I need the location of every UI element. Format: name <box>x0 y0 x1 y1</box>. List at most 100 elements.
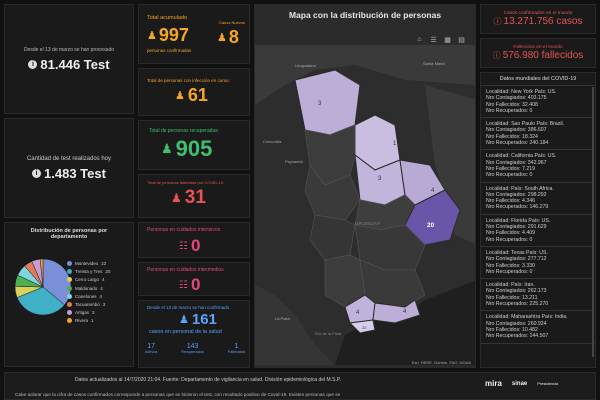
health-recovered-label: Recuperados <box>181 350 204 354</box>
legend-label: Cerro Largo <box>75 277 100 283</box>
legend-button[interactable]: ▤ <box>458 36 465 44</box>
info-icon: i <box>32 168 42 178</box>
deceased-card: Total de personas fallecidas por COVID-1… <box>138 174 250 218</box>
home-button[interactable]: ⌂ <box>417 36 422 43</box>
record-loc: Localidad: Texas País: US. <box>486 249 548 256</box>
world-cases-label: Casos confirmados en el mundo <box>503 11 573 16</box>
map-title: Mapa con la distribución de personas <box>288 10 442 20</box>
map-place-la-plata: La Plata <box>275 316 290 321</box>
world-list-card[interactable]: Datos mundiales del COVID-19 Localidad: … <box>480 72 596 368</box>
distribution-legend: Montevideo 22 Treinta y Tres 20 Cerro Largo 4… <box>67 261 133 327</box>
active-value: 61 <box>187 85 208 105</box>
legend-label: Canelones <box>75 293 97 299</box>
person-icon: ♟ <box>171 191 182 205</box>
legend-item: Maldonado 4 <box>67 285 133 291</box>
basemap-button[interactable]: ▦ <box>444 36 451 44</box>
world-list-title: Datos mundiales del COVID-19 <box>481 73 595 86</box>
world-record-item[interactable]: Localidad: Florida País: US. Nro Contagia… <box>481 215 595 247</box>
legend-label: Maldonado <box>75 285 98 291</box>
world-records-list[interactable]: Localidad: New York País: US. Nro Contagi… <box>481 86 595 344</box>
layers-button[interactable]: ☰ <box>430 36 437 44</box>
tests-today-card: Cantidad de test realizados hoy i 1.483 … <box>4 118 134 218</box>
legend-item: Tacuarembó 3 <box>67 301 133 307</box>
active-label: Total de personas con infección en curso… <box>147 78 230 83</box>
world-cases-card: Casos confirmados en el mundo ⓘ 13.271.7… <box>480 4 596 34</box>
world-record-item[interactable]: Localidad: New York País: US. Nro Contagi… <box>481 86 595 119</box>
map-place-uruguaiana: Uruguaiana <box>295 63 316 68</box>
legend-label: Artigas <box>75 310 90 316</box>
record-loc: Localidad: California País: US. <box>486 153 557 160</box>
map-label-maldonado: 4 <box>403 309 407 315</box>
legend-value: 20 <box>105 269 111 275</box>
map-place-uruguay: URUGUAY <box>355 221 381 226</box>
uruguay-map[interactable]: 3 1 3 4 20 4 4 22 Uruguaiana Santa Maria… <box>255 45 476 365</box>
deceased-value: 31 <box>184 187 206 208</box>
icu-label: Personas en cuidados intensivos <box>147 227 221 233</box>
legend-label: Tacuarembó <box>75 301 100 307</box>
map-label-treinta-y-tres: 20 <box>427 222 435 229</box>
record-f: Nro Fallecidos: 4.409 <box>486 230 536 237</box>
legend-swatch <box>67 318 72 324</box>
distribution-card: Distribución de personas por departament… <box>4 222 134 367</box>
icu-card: Personas en cuidados intensivos ☷ 0 <box>138 222 250 258</box>
record-r: Nro Recuperados: 240.184 <box>486 140 549 147</box>
legend-item: Montevideo 22 <box>67 261 133 266</box>
tests-since-card: Desde el 13 de marzo se han procesado i … <box>4 4 134 114</box>
record-f: Nro Fallecidos: 13.211 <box>486 294 538 301</box>
scrollbar[interactable] <box>592 87 594 357</box>
tests-today-value: 1.483 Test <box>44 165 106 181</box>
health-active-label: Activos <box>145 350 158 354</box>
legend-swatch <box>67 293 72 299</box>
map-place-concordia: Concordia <box>263 139 282 144</box>
active-card: Total de personas con infección en curso… <box>138 68 250 116</box>
world-record-item[interactable]: Localidad: California País: US. Nro Conta… <box>481 150 595 183</box>
recovered-value: 905 <box>175 136 213 161</box>
world-record-item[interactable]: Localidad: País: Iran. Nro Contagiados: 2… <box>481 279 595 312</box>
deceased-label: Total de personas fallecidas por COVID-1… <box>147 180 224 185</box>
legend-item: Rivera 1 <box>67 318 133 324</box>
pie-slice <box>42 258 72 306</box>
health-staff-label: Desde el 13 de marzo se han confirmado <box>147 305 230 310</box>
cumulative-sub: personas confirmadas <box>147 48 192 53</box>
record-c: Nro Contagiados: 342.967 <box>486 159 547 166</box>
world-record-item[interactable]: Localidad: País: South Africa. Nro Contag… <box>481 183 595 215</box>
record-f: Nro Fallecidos: 32.408 <box>486 101 538 108</box>
legend-value: 3 <box>92 310 95 316</box>
icu-value: 0 <box>190 236 201 255</box>
health-active-stat: 17 Activos <box>145 343 157 354</box>
record-c: Nro Contagiados: 277.712 <box>486 256 547 263</box>
footer-updated: Datos actualizados al 14/7/2020 21:04. F… <box>75 377 341 383</box>
map-label-tacuarembo: 3 <box>378 176 382 182</box>
world-record-item[interactable]: Localidad: Sao Paulo País: Brazil. Nro Co… <box>481 118 595 151</box>
world-record-item[interactable]: Localidad: Texas País: US. Nro Contagiado… <box>481 247 595 280</box>
cumulative-card: Total acumulado ♟ 997 personas confirmad… <box>138 4 250 64</box>
record-r: Nro Recuperados: 0 <box>486 107 533 114</box>
map-label-artigas: 3 <box>318 101 322 107</box>
health-recovered-value: 143 <box>186 343 199 350</box>
record-c: Nro Contagiados: 298.292 <box>486 191 547 198</box>
map-place-paysandu: Paysandú <box>285 159 303 164</box>
record-r: Nro Recuperados: 0 <box>486 236 533 243</box>
health-deceased-value: 1 <box>234 343 239 350</box>
bed-icon: ☷ <box>179 240 188 252</box>
record-f: Nro Fallecidos: 10.482 <box>486 326 538 333</box>
intermediate-value: 0 <box>190 275 201 294</box>
record-c: Nro Contagiados: 260.924 <box>486 320 547 327</box>
map-place-rio-de-la-plata: Río de la Plata <box>315 331 342 336</box>
tests-since-value: 81.446 Test <box>40 56 110 72</box>
tests-today-label: Cantidad de test realizados hoy <box>26 155 112 162</box>
health-deceased-stat: 1 Fallecidos <box>228 343 245 354</box>
health-deceased-label: Fallecidos <box>227 350 245 354</box>
legend-label: Treinta y Tres <box>75 269 103 275</box>
info-icon: i <box>28 59 38 69</box>
map-label-canelones: 4 <box>356 310 360 316</box>
map-attribution: Esri, HERE, Garmin, FAO, NOAA <box>411 360 471 365</box>
world-record-item[interactable]: Localidad: Maharashtra País: India. Nro C… <box>481 311 595 344</box>
world-deaths-label: Fallecidos en el mundo <box>513 45 563 50</box>
info-icon: ⓘ <box>492 51 501 60</box>
record-f: Nro Fallecidos: 18.324 <box>486 133 538 140</box>
legend-value: 4 <box>100 285 103 291</box>
health-active-value: 17 <box>147 343 156 350</box>
bed-icon: ☷ <box>179 279 188 291</box>
world-cases-value: 13.271.756 casos <box>503 16 583 27</box>
